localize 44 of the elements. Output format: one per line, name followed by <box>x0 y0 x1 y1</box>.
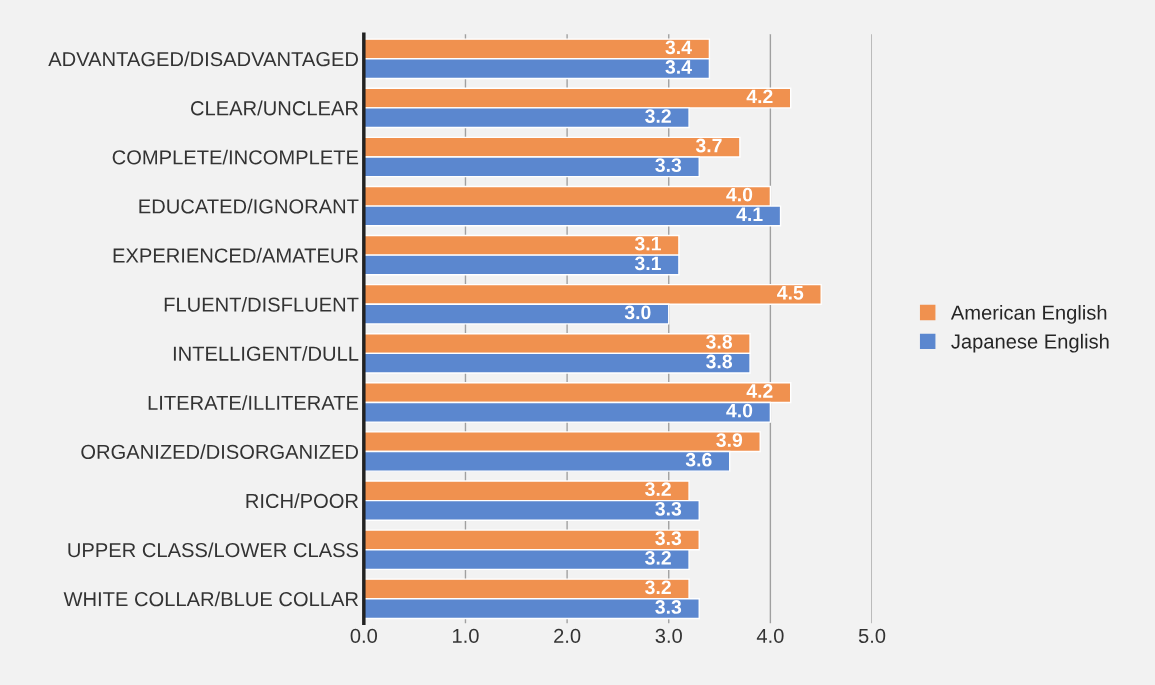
data-label: 3.9 <box>716 433 743 447</box>
y-tick-label: CLEAR/UNCLEAR <box>191 100 359 116</box>
data-label: 4.2 <box>746 384 773 398</box>
data-label: 3.1 <box>634 256 661 271</box>
y-tick-label: UPPER CLASS/LOWER CLASS <box>68 542 359 558</box>
x-tick-label: 2.0 <box>554 628 581 643</box>
x-tick-label: 1.0 <box>453 628 479 643</box>
x-tick-label: 4.0 <box>756 628 784 643</box>
data-label: 4.2 <box>746 89 773 104</box>
y-tick-label: RICH/POOR <box>246 493 359 509</box>
data-label: 3.8 <box>706 354 733 369</box>
data-label: 4.5 <box>777 286 804 300</box>
legend-label: Japanese English <box>951 333 1109 353</box>
data-label: 3.2 <box>645 580 671 595</box>
data-label: 3.6 <box>685 452 712 467</box>
data-label: 3.0 <box>624 305 651 320</box>
x-tick-label: 0.0 <box>350 628 378 643</box>
y-tick-label: ORGANIZED/DISORGANIZED <box>81 444 358 460</box>
y-tick-label: EDUCATED/IGNORANT <box>139 198 359 214</box>
data-label: 3.4 <box>665 60 692 74</box>
data-label: 3.2 <box>645 482 671 497</box>
y-tick-label: COMPLETE/INCOMPLETE <box>112 149 359 165</box>
data-label: 3.3 <box>655 158 682 173</box>
y-tick-label: ADVANTAGED/DISADVANTAGED <box>48 51 358 67</box>
data-label: 3.2 <box>645 109 671 123</box>
data-label: 3.3 <box>655 600 682 614</box>
data-label: 3.7 <box>695 138 722 153</box>
data-label: 3.4 <box>665 40 692 55</box>
data-label: 4.0 <box>726 403 753 418</box>
data-label: 3.1 <box>634 236 661 251</box>
data-label: 4.1 <box>736 207 763 221</box>
y-tick-label: INTELLIGENT/DULL <box>173 346 359 361</box>
data-label: 3.3 <box>655 531 682 546</box>
y-tick-label: WHITE COLLAR/BLUE COLLAR <box>63 591 359 607</box>
x-tick-label: 3.0 <box>655 628 682 643</box>
legend-label: American English <box>950 304 1107 324</box>
data-label: 3.3 <box>655 501 682 516</box>
x-tick-label: 5.0 <box>858 628 886 643</box>
y-tick-label: LITERATE/ILLITERATE <box>148 395 359 410</box>
data-label: 3.8 <box>706 334 733 349</box>
y-tick-label: FLUENT/DISFLUENT <box>164 296 359 312</box>
data-label: 3.2 <box>645 550 671 565</box>
data-label: 4.0 <box>726 187 753 202</box>
y-tick-label: EXPERIENCED/AMATEUR <box>113 247 359 263</box>
